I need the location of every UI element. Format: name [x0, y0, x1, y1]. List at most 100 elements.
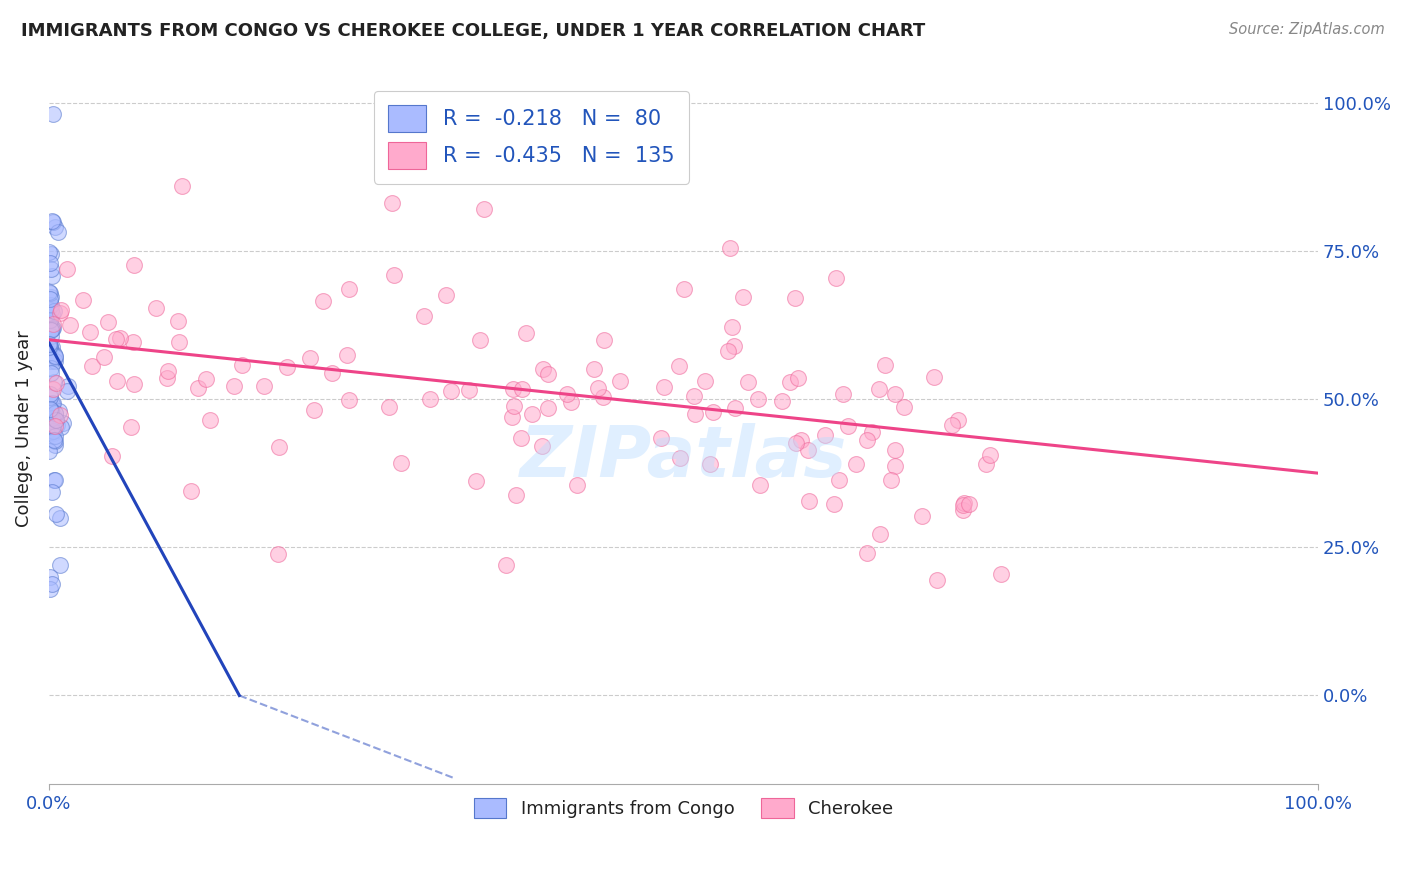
Point: [883, 442, 905, 457]
Point: [790, 433, 813, 447]
Point: [860, 425, 883, 440]
Point: [49, 558, 72, 572]
Point: [39, 247, 62, 261]
Point: [336, 348, 359, 362]
Point: [44, 304, 66, 318]
Point: [796, 443, 818, 458]
Point: [299, 351, 322, 365]
Point: [252, 379, 274, 393]
Point: [38, 310, 60, 324]
Point: [39, 256, 62, 270]
Point: [337, 393, 360, 408]
Point: [198, 413, 221, 427]
Point: [510, 382, 533, 396]
Point: [44, 474, 66, 488]
Point: [669, 451, 692, 466]
Point: [501, 410, 523, 425]
Point: [187, 381, 209, 395]
Point: [531, 362, 554, 376]
Point: [990, 566, 1012, 581]
Point: [880, 473, 903, 487]
Point: [884, 387, 907, 401]
Point: [157, 364, 180, 378]
Point: [48, 225, 70, 239]
Point: [38, 245, 60, 260]
Point: [96, 315, 118, 329]
Point: [42, 383, 65, 397]
Point: [869, 527, 891, 541]
Point: [145, 301, 167, 315]
Point: [737, 375, 759, 389]
Point: [946, 413, 969, 427]
Point: [93, 351, 115, 365]
Point: [530, 439, 553, 453]
Point: [39, 322, 62, 336]
Point: [593, 333, 616, 347]
Point: [799, 494, 821, 508]
Point: [44, 438, 66, 452]
Point: [104, 332, 127, 346]
Point: [537, 368, 560, 382]
Point: [952, 503, 974, 517]
Point: [44, 419, 66, 434]
Point: [167, 314, 190, 328]
Point: [814, 428, 837, 442]
Point: [59, 318, 82, 332]
Point: [41, 361, 63, 376]
Point: [42, 396, 65, 410]
Y-axis label: College, Under 1 year: College, Under 1 year: [15, 330, 32, 527]
Point: [413, 309, 436, 323]
Point: [41, 397, 63, 411]
Point: [82, 359, 104, 373]
Point: [683, 407, 706, 421]
Point: [49, 408, 72, 422]
Point: [723, 339, 745, 353]
Point: [717, 344, 740, 359]
Point: [39, 303, 62, 318]
Point: [536, 401, 558, 415]
Point: [44, 350, 66, 364]
Point: [952, 498, 974, 512]
Point: [41, 410, 63, 425]
Point: [267, 441, 290, 455]
Point: [389, 457, 412, 471]
Point: [44, 429, 66, 443]
Point: [48, 403, 70, 417]
Point: [276, 360, 298, 375]
Point: [382, 268, 405, 282]
Point: [39, 262, 62, 277]
Point: [785, 436, 807, 450]
Point: [38, 336, 60, 351]
Point: [783, 291, 806, 305]
Point: [49, 420, 72, 434]
Point: [699, 457, 721, 471]
Point: [108, 331, 131, 345]
Point: [72, 293, 94, 308]
Point: [724, 401, 747, 415]
Point: [122, 258, 145, 272]
Point: [560, 394, 582, 409]
Point: [49, 510, 72, 524]
Point: [101, 449, 124, 463]
Point: [503, 400, 526, 414]
Point: [44, 406, 66, 420]
Point: [42, 407, 65, 421]
Point: [55, 261, 77, 276]
Point: [652, 380, 675, 394]
Point: [41, 307, 63, 321]
Point: [42, 426, 65, 441]
Point: [107, 375, 129, 389]
Point: [56, 378, 79, 392]
Point: [868, 383, 890, 397]
Point: [770, 394, 793, 409]
Point: [39, 582, 62, 596]
Point: [44, 375, 66, 389]
Point: [38, 340, 60, 354]
Point: [39, 425, 62, 439]
Point: [41, 322, 63, 336]
Text: Source: ZipAtlas.com: Source: ZipAtlas.com: [1229, 22, 1385, 37]
Point: [120, 420, 142, 434]
Point: [910, 509, 932, 524]
Point: [922, 370, 945, 384]
Point: [39, 386, 62, 401]
